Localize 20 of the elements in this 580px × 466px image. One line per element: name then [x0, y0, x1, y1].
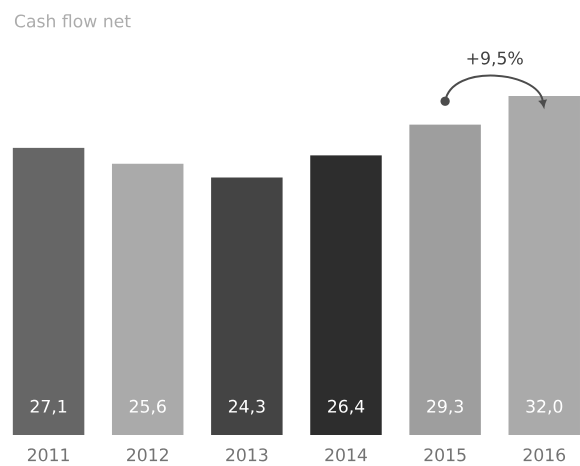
x-tick-label: 2011	[28, 448, 69, 462]
chart-title: Cash flow net	[14, 14, 131, 28]
bar	[409, 124, 481, 436]
data-label: 26,4	[328, 400, 364, 415]
bar	[112, 164, 184, 436]
text: +9,5%	[467, 52, 523, 66]
data-label: 27,1	[30, 400, 66, 415]
x-tick-label: 2013	[226, 448, 268, 462]
bar	[508, 96, 580, 436]
data-label: 25,6	[130, 400, 166, 415]
data-label: 29,3	[427, 400, 463, 415]
bar	[310, 155, 382, 436]
x-tick-label: 2014	[325, 448, 367, 462]
bar	[12, 148, 84, 436]
data-label: 24,3	[228, 400, 265, 415]
x-tick-label: 2015	[424, 448, 466, 462]
x-tick-label: 2016	[524, 448, 566, 462]
bar	[211, 178, 283, 436]
x-tick-label: 2012	[127, 448, 168, 462]
data-label: 32,0	[526, 400, 562, 415]
